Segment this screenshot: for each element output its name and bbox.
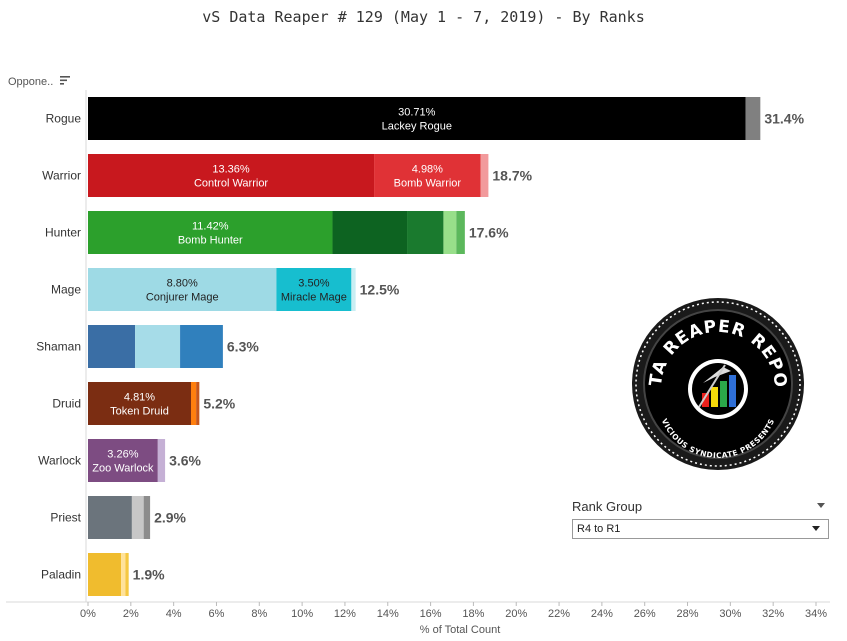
bar-segment-hunter-1[interactable]: [332, 211, 408, 254]
x-tick-label: 12%: [334, 608, 356, 620]
bar-total-label: 6.3%: [227, 339, 259, 355]
segment-name-label: Zoo Warlock: [92, 463, 154, 475]
bar-total-label: 5.2%: [203, 396, 235, 412]
bar-segment-warrior-0[interactable]: [88, 154, 375, 197]
rank-group-select-value: R4 to R1: [577, 523, 621, 535]
bar-segment-hunter-3[interactable]: [443, 211, 457, 254]
rank-group-select[interactable]: R4 to R1: [572, 519, 829, 539]
bar-segment-priest-0[interactable]: [88, 496, 132, 539]
x-tick-label: 32%: [762, 608, 784, 620]
bar-segment-warlock-1[interactable]: [157, 439, 166, 482]
bar-total-label: 12.5%: [360, 282, 400, 298]
x-tick-label: 6%: [209, 608, 225, 620]
segment-pct-label: 3.50%: [298, 278, 329, 290]
bar-segment-hunter-4[interactable]: [456, 211, 465, 254]
x-tick-label: 30%: [719, 608, 741, 620]
bar-segment-paladin-2[interactable]: [125, 553, 129, 596]
x-tick-label: 0%: [80, 608, 96, 620]
bar-segment-druid-1[interactable]: [190, 382, 197, 425]
x-tick-label: 22%: [548, 608, 570, 620]
bar-segment-warrior-1[interactable]: [374, 154, 481, 197]
filter-menu-caret-icon[interactable]: [817, 503, 825, 508]
bar-segment-druid-2[interactable]: [196, 382, 200, 425]
bar-total-label: 1.9%: [133, 567, 165, 583]
category-label-warrior: Warrior: [42, 169, 81, 183]
sort-icon[interactable]: [60, 76, 71, 85]
x-tick-label: 2%: [123, 608, 139, 620]
bar-segment-shaman-0[interactable]: [88, 325, 136, 368]
segment-name-label: Bomb Hunter: [178, 235, 243, 247]
x-tick-label: 18%: [462, 608, 484, 620]
x-tick-label: 26%: [634, 608, 656, 620]
chart-title: vS Data Reaper # 129 (May 1 - 7, 2019) -…: [202, 8, 645, 26]
rank-group-filter: Rank Group R4 to R1: [572, 499, 829, 539]
segment-name-label: Conjurer Mage: [146, 292, 219, 304]
bar-segment-rogue-1[interactable]: [745, 97, 761, 140]
x-tick-label: 8%: [251, 608, 267, 620]
x-tick-label: 24%: [591, 608, 613, 620]
x-tick-label: 14%: [377, 608, 399, 620]
rank-group-title: Rank Group: [572, 499, 643, 514]
bar-total-label: 31.4%: [764, 111, 804, 127]
x-tick-label: 16%: [420, 608, 442, 620]
x-tick-label: 10%: [291, 608, 313, 620]
category-label-priest: Priest: [50, 511, 81, 525]
bar-segment-warrior-2[interactable]: [480, 154, 489, 197]
x-axis: 0% 2% 4% 6% 8% 10% 12% 14% 16% 18% 20% 22% 24% 26% 28%…: [80, 602, 827, 620]
bar-segment-priest-2[interactable]: [143, 496, 151, 539]
x-tick-label: 20%: [505, 608, 527, 620]
bar-segment-druid-0[interactable]: [88, 382, 191, 425]
segment-pct-label: 11.42%: [192, 221, 229, 233]
category-label-shaman: Shaman: [36, 340, 81, 354]
segment-name-label: Miracle Mage: [281, 292, 347, 304]
x-axis-title: % of Total Count: [420, 624, 501, 636]
bar-segment-hunter-2[interactable]: [407, 211, 444, 254]
bars-layer: Rogue 30.71% Lackey Rogue 31.4% Warrior 13.36…: [36, 97, 805, 596]
bar-total-label: 17.6%: [469, 225, 509, 241]
bar-segment-shaman-2[interactable]: [180, 325, 223, 368]
bar-segment-hunter-0[interactable]: [88, 211, 333, 254]
bar-total-label: 2.9%: [154, 510, 186, 526]
x-tick-label: 4%: [166, 608, 182, 620]
bar-segment-paladin-1[interactable]: [121, 553, 126, 596]
bar-segment-paladin-0[interactable]: [88, 553, 122, 596]
x-tick-label: 28%: [677, 608, 699, 620]
segment-name-label: Bomb Warrior: [394, 178, 462, 190]
bar-segment-shaman-1[interactable]: [135, 325, 181, 368]
bar-segment-warlock-0[interactable]: [88, 439, 158, 482]
category-label-paladin: Paladin: [41, 568, 81, 582]
bar-segment-priest-1[interactable]: [131, 496, 144, 539]
segment-pct-label: 3.26%: [107, 449, 138, 461]
segment-name-label: Control Warrior: [194, 178, 268, 190]
segment-pct-label: 8.80%: [167, 278, 198, 290]
bar-total-label: 18.7%: [492, 168, 532, 184]
data-reaper-logo: DATA REAPER REPORT VICIOUS SYNDICATE PRE…: [631, 297, 804, 470]
category-label-warlock: Warlock: [38, 454, 82, 468]
segment-pct-label: 13.36%: [212, 164, 250, 176]
bar-segment-mage-1[interactable]: [276, 268, 352, 311]
segment-name-label: Token Druid: [110, 406, 169, 418]
segment-name-label: Lackey Rogue: [382, 121, 452, 133]
segment-pct-label: 4.98%: [412, 164, 443, 176]
bar-segment-rogue-0[interactable]: [88, 97, 746, 140]
category-label-hunter: Hunter: [45, 226, 81, 240]
category-label-druid: Druid: [52, 397, 81, 411]
category-label-mage: Mage: [51, 283, 81, 297]
row-header-label: Oppone..: [8, 76, 54, 88]
row-header[interactable]: Oppone..: [8, 76, 71, 88]
bar-segment-mage-2[interactable]: [351, 268, 356, 311]
segment-pct-label: 30.71%: [398, 107, 436, 119]
chevron-down-icon[interactable]: [812, 526, 820, 531]
segment-pct-label: 4.81%: [124, 392, 155, 404]
category-label-rogue: Rogue: [46, 112, 82, 126]
bar-segment-mage-0[interactable]: [88, 268, 277, 311]
x-tick-label: 34%: [805, 608, 827, 620]
bar-total-label: 3.6%: [169, 453, 201, 469]
